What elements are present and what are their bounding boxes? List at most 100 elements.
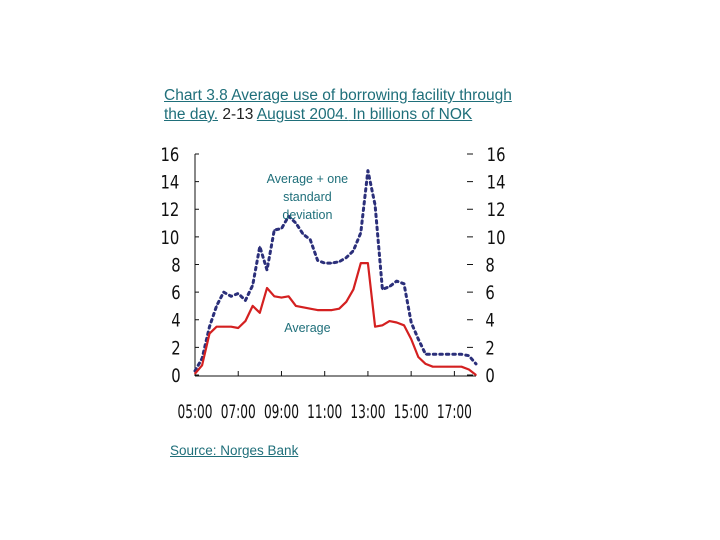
x-tick-label: 13:00	[350, 400, 385, 423]
data-point-average	[403, 324, 405, 327]
x-tick-label: 17:00	[437, 400, 472, 423]
right-tick-label: 4	[485, 310, 494, 332]
annotation-deviation-label: Average + one	[267, 172, 348, 186]
data-point-average	[468, 368, 470, 371]
data-point-deviation	[194, 370, 196, 372]
data-point-deviation	[259, 245, 261, 248]
data-point-deviation	[273, 229, 276, 231]
data-point-deviation	[439, 353, 441, 356]
data-point-average	[259, 312, 261, 314]
data-point-deviation	[237, 292, 240, 295]
right-tick-label: 6	[485, 282, 494, 304]
data-point-average	[251, 305, 254, 307]
left-tick-label: 8	[171, 255, 180, 277]
data-point-deviation	[230, 295, 232, 298]
chart-title: Chart 3.8 Average use of borrowing facil…	[164, 86, 514, 124]
data-point-average	[424, 363, 427, 365]
data-point-average	[410, 338, 412, 340]
data-point-average	[367, 262, 369, 264]
data-point-average	[338, 307, 340, 310]
title-part-month: August 2004.	[256, 106, 349, 123]
data-point-deviation	[453, 353, 456, 356]
annotation-average-label: Average	[284, 321, 330, 335]
data-point-average	[395, 321, 398, 324]
x-tick-label: 07:00	[221, 400, 256, 423]
title-part-chart-number: Chart 3.8	[164, 87, 228, 104]
data-point-deviation	[222, 291, 225, 293]
data-point-average	[331, 309, 333, 311]
data-point-average	[273, 295, 276, 298]
left-tick-label: 16	[161, 144, 180, 166]
data-point-average	[280, 296, 283, 299]
title-part-units: In billions of NOK	[348, 106, 473, 123]
data-point-average	[201, 364, 203, 367]
data-point-deviation	[424, 353, 427, 356]
data-point-deviation	[381, 288, 384, 291]
data-point-deviation	[345, 256, 348, 259]
data-point-average	[345, 300, 348, 303]
x-tick-label: 11:00	[307, 400, 342, 423]
data-point-average	[475, 374, 477, 376]
data-point-average	[417, 356, 420, 358]
data-point-deviation	[431, 353, 434, 356]
data-point-average	[460, 365, 463, 368]
data-point-deviation	[338, 260, 340, 263]
data-point-deviation	[266, 269, 268, 271]
data-point-average	[359, 262, 362, 264]
data-point-deviation	[323, 262, 326, 264]
data-point-deviation	[309, 238, 312, 241]
annotation-deviation-label: deviation	[282, 208, 332, 222]
data-point-deviation	[468, 354, 470, 357]
data-point-average	[302, 306, 304, 309]
chart-annotations: Average + one standard deviation Average	[267, 172, 348, 335]
data-point-average	[287, 295, 290, 298]
right-tick-label: 14	[487, 172, 506, 194]
left-tick-label: 0	[171, 365, 180, 387]
right-tick-label: 10	[487, 227, 506, 249]
data-point-deviation	[208, 325, 211, 328]
left-tick-label: 2	[171, 338, 180, 360]
series-line-average	[194, 262, 477, 376]
left-tick-label: 10	[161, 227, 180, 249]
left-tick-label: 4	[171, 310, 180, 332]
right-tick-label: 0	[485, 365, 494, 387]
chart-series	[193, 169, 478, 376]
data-point-deviation	[374, 204, 376, 206]
data-point-deviation	[295, 222, 297, 224]
data-point-average	[388, 320, 391, 322]
left-y-axis: 0 2 4 6 8 10 12 14 16	[161, 144, 199, 388]
data-point-deviation	[287, 215, 290, 217]
x-tick-label: 15:00	[394, 400, 429, 423]
data-point-deviation	[403, 283, 405, 285]
data-point-deviation	[388, 285, 391, 288]
annotation-deviation-label: standard	[283, 190, 332, 204]
data-point-average	[222, 325, 225, 328]
chart-axes	[194, 154, 476, 377]
data-point-average	[230, 325, 232, 328]
data-point-average	[237, 327, 240, 329]
x-tick-label: 09:00	[264, 400, 299, 423]
data-point-deviation	[316, 259, 319, 262]
left-tick-label: 6	[171, 282, 180, 304]
data-point-average	[381, 324, 384, 327]
data-point-average	[316, 309, 319, 311]
title-part-dates: 2-13	[218, 106, 257, 123]
data-point-deviation	[395, 280, 398, 282]
data-point-deviation	[410, 321, 412, 324]
title-part-description: Average use of borrowing facility throug…	[164, 87, 512, 123]
data-point-deviation	[417, 338, 420, 340]
data-point-deviation	[251, 284, 254, 287]
data-point-deviation	[244, 299, 247, 302]
data-point-deviation	[359, 231, 362, 234]
data-point-average	[309, 307, 312, 310]
data-point-deviation	[215, 305, 218, 307]
data-point-average	[266, 287, 268, 289]
data-point-deviation	[331, 262, 333, 264]
data-point-deviation	[475, 363, 477, 365]
data-point-average	[439, 365, 441, 368]
right-tick-label: 16	[487, 144, 506, 166]
right-tick-label: 12	[487, 200, 506, 222]
data-point-deviation	[460, 353, 463, 356]
right-tick-label: 8	[485, 255, 494, 277]
